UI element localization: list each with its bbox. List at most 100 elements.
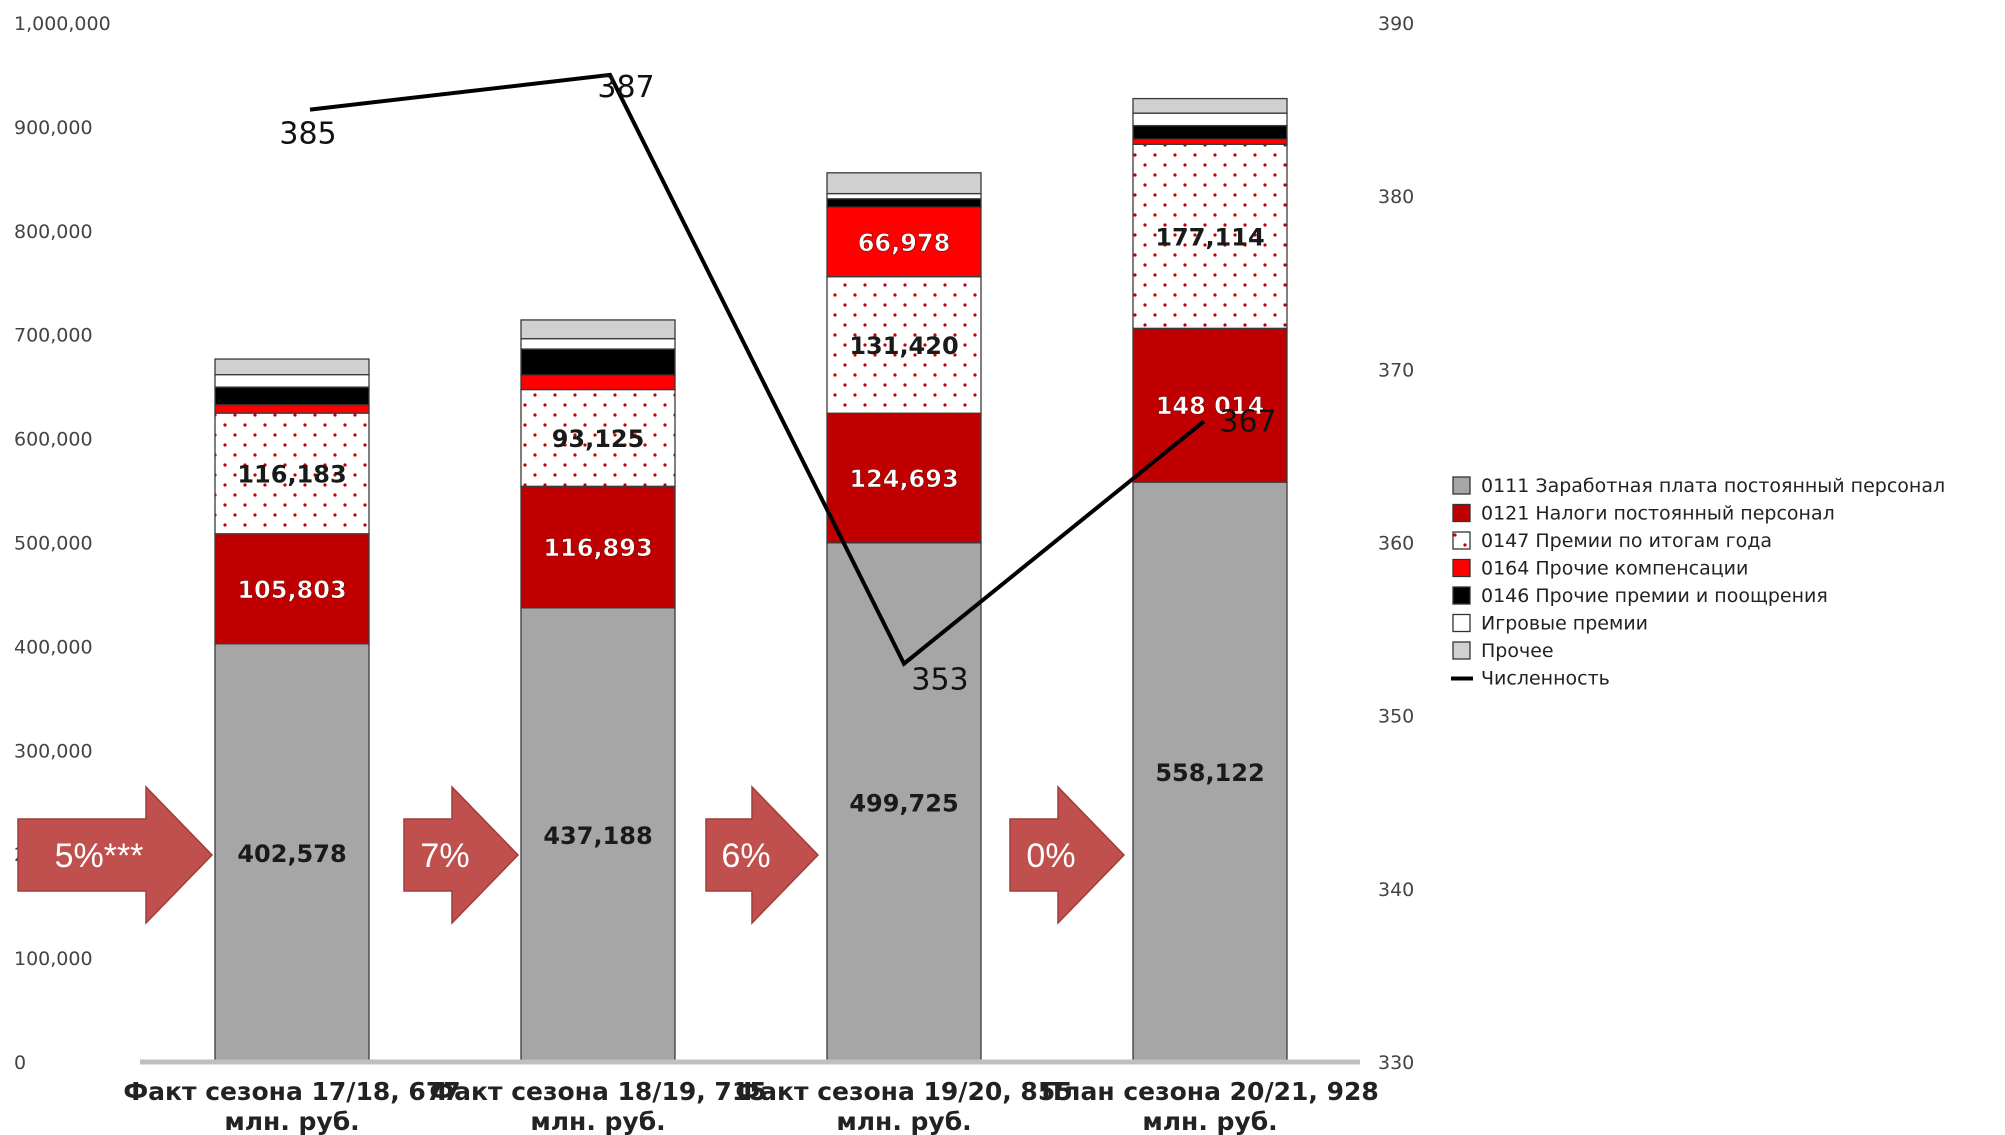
bar-data-label: 116,893: [543, 534, 652, 562]
y2-tick-label: 380: [1378, 186, 1414, 208]
left-y-axis: 0100,000200,000300,000400,000500,000600,…: [14, 13, 111, 1074]
headcount-data-label: 387: [597, 70, 654, 105]
x-category-label: План сезона 20/21, 928: [1041, 1077, 1379, 1106]
bar-data-label: 437,188: [543, 822, 652, 850]
headcount-data-label: 353: [911, 663, 968, 698]
legend-label: 0164 Прочие компенсации: [1481, 558, 1748, 580]
growth-arrow-label: 6%: [721, 837, 770, 875]
bar-data-label: 148 014: [1156, 392, 1265, 420]
x-category-label: Факт сезона 17/18, 677: [123, 1077, 460, 1106]
legend-swatch: [1452, 558, 1471, 578]
bar-data-label: 116,183: [237, 460, 346, 488]
y-tick-label: 300,000: [14, 740, 93, 762]
bar-data-label: 131,420: [849, 332, 958, 360]
legend-label: Численность: [1481, 668, 1610, 690]
bar-segment: [214, 412, 370, 535]
bar-segment: [214, 404, 370, 414]
x-category-label: млн. руб.: [530, 1107, 665, 1135]
y2-tick-label: 350: [1378, 706, 1414, 728]
growth-arrow: [403, 785, 520, 925]
bar-segment: [826, 412, 982, 544]
y2-tick-label: 390: [1378, 13, 1414, 35]
bar-data-label: 66,978: [858, 229, 951, 257]
bar-segment: [214, 373, 370, 388]
legend-label: 0147 Премии по итогам года: [1481, 530, 1772, 552]
bar-segment: [1132, 97, 1288, 114]
y-tick-label: 900,000: [14, 117, 93, 139]
growth-arrows: 5%*** 7% 6% 0%: [17, 785, 1126, 925]
legend-label: 0111 Заработная плата постоянный персона…: [1481, 475, 1945, 497]
growth-arrow-label: 7%: [420, 837, 469, 875]
headcount-line-path: [309, 72, 1206, 667]
bar-segment: [520, 337, 676, 350]
bar-data-label: 558,122: [1155, 759, 1264, 787]
bar-segment: [1132, 112, 1288, 127]
legend: 0111 Заработная плата постоянный персона…: [1451, 475, 1945, 690]
legend-swatch: [1452, 641, 1471, 660]
legend-swatch: [1452, 613, 1471, 633]
bar-segment: [1132, 481, 1288, 1063]
bar-segment: [214, 643, 370, 1063]
y-tick-label: 800,000: [14, 221, 93, 243]
legend-swatch: [1452, 503, 1471, 523]
legend-swatch: [1452, 476, 1471, 495]
bar-segment: [826, 276, 982, 414]
bar-data-label: 402,578: [237, 840, 346, 868]
y-tick-label: 500,000: [14, 533, 93, 555]
bar-data-label: 93,125: [552, 425, 645, 453]
x-category-label: млн. руб.: [836, 1107, 971, 1135]
bar-segment: [826, 206, 982, 278]
bar-segment: [826, 198, 982, 208]
y2-tick-label: 360: [1378, 533, 1414, 555]
bar-segment: [214, 533, 370, 645]
legend-label: Прочее: [1481, 640, 1554, 662]
right-y-axis: 330 340 350 360 370 380 390: [1378, 13, 1414, 1074]
x-category-label: млн. руб.: [1142, 1107, 1277, 1135]
x-category-label: Факт сезона 19/20, 855: [735, 1077, 1072, 1106]
bar-data-label: 124,693: [849, 465, 958, 493]
y2-tick-label: 330: [1378, 1052, 1414, 1074]
bar-segment: [826, 542, 982, 1063]
y-tick-label: 400,000: [14, 636, 93, 658]
bar-segment: [520, 607, 676, 1063]
legend-label: 0146 Прочие премии и поощрения: [1481, 585, 1828, 607]
bar-segment: [1132, 143, 1288, 329]
bar-data-label: 105,803: [237, 576, 346, 604]
legend-swatch: [1452, 586, 1471, 605]
bar-segment: [214, 386, 370, 406]
y-tick-label: 100,000: [14, 948, 93, 970]
bar-segment: [520, 374, 676, 391]
x-category-label: Факт сезона 18/19, 715: [429, 1077, 766, 1106]
growth-arrow: [17, 785, 214, 925]
growth-arrow: [1009, 785, 1126, 925]
x-category-label: млн. руб.: [224, 1107, 359, 1135]
y-tick-label: 0: [14, 1052, 26, 1074]
growth-arrow: [705, 785, 820, 925]
y2-tick-label: 370: [1378, 359, 1414, 381]
bar-segment: [214, 358, 370, 376]
headcount-data-label: 385: [279, 117, 336, 152]
y-tick-label: 700,000: [14, 325, 93, 347]
bar-segment: [826, 192, 982, 200]
bar-segment: [826, 172, 982, 195]
growth-arrow-label: 0%: [1026, 837, 1075, 875]
bar-segment: [1132, 124, 1288, 140]
bar-segment: [520, 319, 676, 340]
y-tick-label: 1,000,000: [14, 13, 111, 35]
legend-label: 0121 Налоги постоянный персонал: [1481, 503, 1835, 525]
legend-label: Игровые премии: [1481, 613, 1648, 635]
y2-tick-label: 340: [1378, 879, 1414, 901]
bar-data-label: 177,114: [1155, 223, 1264, 251]
growth-arrow-label: 5%***: [55, 837, 144, 875]
bar-segment: [520, 348, 676, 376]
headcount-line: 385 387 353 367: [279, 70, 1276, 698]
bar-data-label: 499,725: [849, 789, 958, 817]
bar-segment: [520, 388, 676, 487]
headcount-data-label: 367: [1219, 404, 1276, 439]
bar-segment: [1132, 138, 1288, 145]
y-tick-label: 600,000: [14, 429, 93, 451]
legend-swatch: [1452, 531, 1471, 550]
bar-stacks: 402,578 105,803 116,183 437,188 116,893 93,12…: [214, 97, 1288, 1063]
